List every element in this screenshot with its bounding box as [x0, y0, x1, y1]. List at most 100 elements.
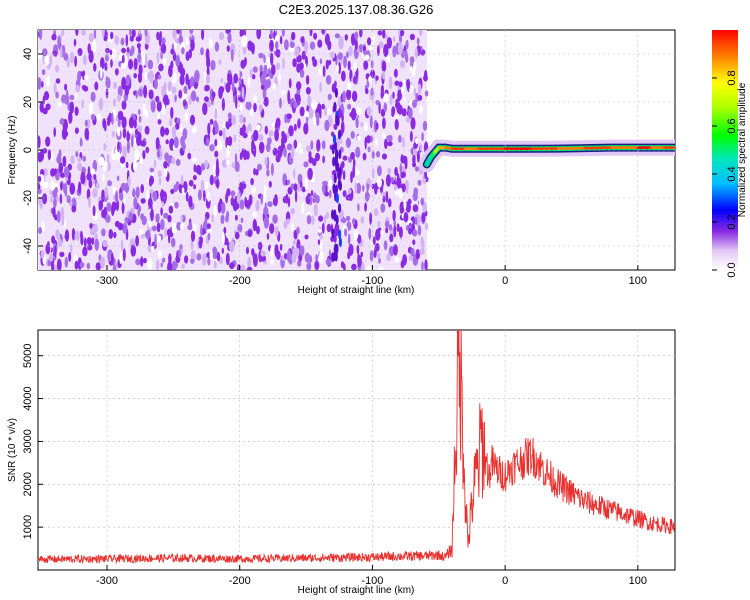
noise-cell	[204, 216, 208, 228]
noise-cell	[306, 262, 312, 270]
noise-cell	[378, 101, 381, 114]
noise-cell	[213, 205, 217, 217]
noise-cell	[399, 201, 405, 215]
noise-cell	[227, 32, 232, 44]
noise-cell	[388, 76, 393, 90]
noise-cell	[292, 58, 297, 68]
noise-cell	[353, 229, 359, 240]
noise-cell	[415, 92, 419, 103]
noise-cell	[269, 223, 275, 234]
noise-cell	[86, 237, 92, 246]
noise-cell	[319, 234, 323, 240]
noise-cell	[350, 152, 355, 160]
noise-cell	[101, 30, 105, 38]
noise-cell	[152, 191, 158, 202]
noise-cell	[117, 85, 123, 98]
noise-cell	[264, 157, 268, 166]
noise-cell	[133, 58, 138, 70]
noise-cell	[144, 30, 148, 37]
noise-cell	[256, 225, 260, 235]
spectrogram-x-ticks: -300 -200 -100 0 100	[96, 265, 647, 287]
noise-cell	[307, 95, 312, 107]
noise-cell	[316, 139, 321, 152]
noise-cell	[296, 226, 300, 235]
noise-cell	[189, 79, 193, 88]
noise-cell	[248, 194, 253, 206]
noise-cell	[327, 93, 332, 101]
noise-cell	[410, 247, 415, 257]
noise-cell	[135, 90, 138, 99]
noise-cell	[351, 90, 358, 102]
noise-cell	[333, 101, 337, 112]
noise-cell	[137, 206, 140, 217]
noise-cell	[266, 232, 270, 240]
noise-cell	[240, 217, 244, 224]
noise-cell	[389, 93, 393, 106]
noise-cell	[414, 166, 420, 172]
noise-cell	[280, 89, 286, 96]
noise-cell	[375, 75, 379, 81]
noise-cell	[357, 253, 360, 265]
noise-cell	[150, 208, 154, 222]
noise-cell	[385, 191, 389, 203]
noise-cell	[315, 254, 318, 262]
noise-cell	[95, 262, 101, 270]
noise-cell	[172, 262, 179, 269]
noise-cell	[179, 30, 182, 38]
noise-cell	[170, 106, 174, 119]
noise-cell	[311, 215, 315, 225]
noise-cell	[66, 57, 71, 68]
noise-cell	[84, 127, 90, 140]
noise-cell	[285, 193, 289, 204]
y-tick-label: 2000	[22, 472, 34, 496]
noise-cell	[185, 73, 189, 85]
noise-cell	[39, 30, 43, 40]
noise-cell	[175, 122, 180, 130]
noise-cell	[287, 186, 293, 195]
noise-cell	[57, 101, 62, 107]
noise-cell	[156, 51, 160, 64]
snr-plot-area	[37, 329, 676, 571]
noise-cell	[342, 155, 348, 161]
noise-cell	[104, 62, 108, 71]
noise-cell	[322, 65, 326, 78]
noise-cell	[357, 234, 362, 244]
noise-cell	[257, 241, 263, 251]
noise-cell	[202, 190, 206, 202]
noise-cell	[404, 49, 408, 62]
noise-cell	[294, 46, 300, 57]
noise-cell	[150, 100, 156, 113]
noise-cell	[179, 125, 184, 133]
noise-cell	[312, 114, 316, 127]
noise-cell	[344, 228, 348, 237]
noise-cell	[52, 188, 58, 199]
noise-cell	[128, 128, 133, 134]
noise-cell	[272, 196, 278, 207]
noise-cell	[109, 49, 113, 56]
noise-cell	[172, 30, 177, 40]
noise-cell	[216, 158, 219, 171]
noise-cell	[170, 188, 175, 194]
noise-cell	[125, 161, 129, 169]
noise-cell	[63, 52, 69, 61]
noise-cell	[94, 238, 100, 251]
y-tick-label: 20	[22, 96, 34, 108]
noise-cell	[313, 203, 318, 217]
noise-cell	[147, 59, 154, 70]
noise-cell	[287, 179, 291, 185]
noise-cell	[354, 39, 358, 51]
noise-cell	[70, 155, 75, 164]
noise-cell	[392, 45, 397, 58]
noise-cell	[100, 57, 105, 70]
noise-cell	[38, 227, 43, 234]
noise-cell	[80, 171, 86, 185]
noise-cell	[213, 260, 217, 269]
noise-cell	[140, 233, 146, 239]
colorbar-tick-label: 0.2	[726, 214, 738, 229]
noise-cell	[93, 30, 97, 39]
noise-cell	[377, 220, 381, 229]
noise-cell	[256, 124, 261, 132]
noise-cell	[366, 106, 372, 117]
noise-cell	[245, 101, 250, 110]
noise-cell	[299, 106, 305, 117]
